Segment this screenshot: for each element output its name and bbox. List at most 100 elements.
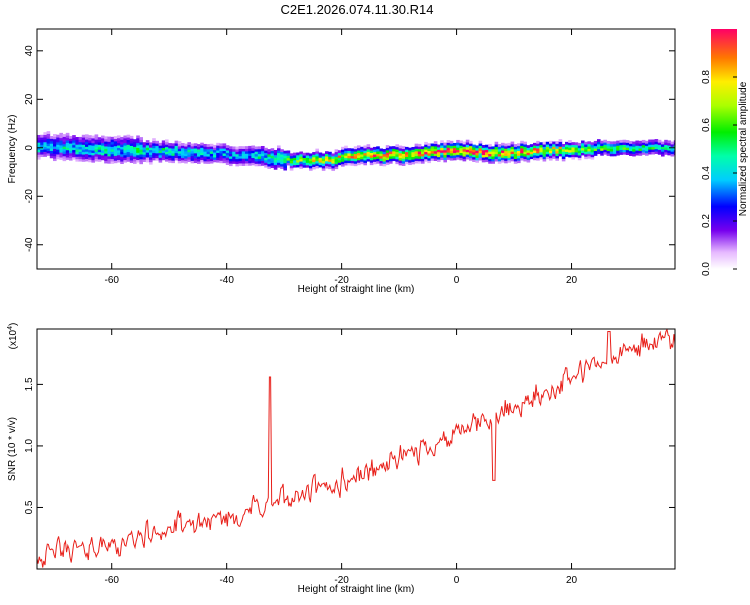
spectrogram-cell	[200, 159, 204, 163]
spectrogram-cell	[229, 146, 233, 150]
spectrogram-cell	[241, 148, 246, 152]
spectrogram-cell	[155, 150, 159, 154]
spectrogram-cell	[337, 152, 342, 156]
spectrogram-cell	[56, 139, 60, 143]
spectrogram-cell	[411, 149, 415, 153]
spectrogram-cell	[190, 143, 195, 147]
spectrogram-cell	[395, 154, 399, 157]
spectrogram-cell	[606, 143, 611, 147]
spectrogram-cell	[126, 154, 131, 157]
spectrogram-cell	[475, 147, 479, 151]
spectrogram-cell	[65, 149, 70, 153]
spectrogram-cell	[485, 149, 489, 153]
spectrogram-cell	[481, 147, 486, 151]
spectrogram-cell	[619, 149, 623, 153]
spectrogram-cell	[104, 158, 108, 161]
spectrogram-cell	[625, 152, 630, 155]
spectrogram-cell	[456, 154, 460, 158]
spectrogram-cell	[174, 140, 179, 144]
spectrogram-cell	[517, 150, 521, 154]
spectrogram-cell	[270, 148, 275, 152]
spectrogram-cell	[561, 144, 566, 147]
spectrogram-cell	[65, 142, 70, 146]
spectrogram-cell	[590, 151, 595, 155]
spectrogram-cell	[373, 151, 377, 155]
spectrogram-cell	[312, 154, 316, 158]
spectrogram-cell	[273, 149, 278, 153]
spectrogram-cell	[219, 148, 223, 152]
spectrogram-cell	[341, 151, 345, 155]
spectrogram-cell	[590, 147, 595, 150]
spectrogram-cell	[481, 149, 486, 153]
spectrogram-cell	[331, 158, 335, 162]
spectrogram-cell	[357, 155, 361, 158]
spectrogram-cell	[181, 145, 185, 149]
spectrogram-cell	[558, 153, 563, 157]
spectrogram-cell	[523, 144, 527, 147]
spectrogram-cell	[184, 143, 188, 147]
spectrogram-cell	[315, 158, 319, 162]
spectrogram-cell	[232, 156, 236, 159]
spectrogram-cell	[94, 141, 99, 145]
spectrogram-cell	[136, 142, 140, 146]
spectrogram-cell	[571, 154, 575, 158]
spectrogram-cell	[174, 155, 179, 159]
spectrogram-cell	[616, 143, 620, 146]
spectrogram-cell	[75, 146, 79, 150]
spectrogram-cell	[75, 149, 79, 152]
spectrogram-cell	[398, 160, 403, 163]
spectrogram-cell	[232, 151, 236, 155]
spectrogram-cell	[49, 143, 54, 147]
spectrogram-cell	[501, 159, 505, 163]
spectrogram-cell	[523, 151, 527, 155]
spectrogram-cell	[104, 153, 108, 157]
spectrogram-cell	[520, 140, 524, 144]
spectrogram-cell	[296, 152, 300, 156]
spectrogram-cell	[568, 154, 572, 158]
spectrogram-cell	[552, 148, 556, 152]
spectrogram-cell	[504, 143, 508, 147]
spectrogram-cell	[600, 145, 604, 149]
spectrogram-cell	[533, 157, 537, 161]
spectrogram-cell	[286, 150, 291, 154]
spectrogram-cell	[587, 146, 591, 149]
spectrogram-cell	[209, 160, 214, 164]
spectrogram-cell	[363, 155, 367, 159]
spectrogram-cell	[616, 152, 620, 156]
spectrogram-cell	[104, 138, 108, 142]
spectrogram-cell	[62, 146, 67, 150]
spectrogram-cell	[424, 154, 428, 157]
spectrogram-cell	[72, 135, 76, 138]
spectrogram-cell	[622, 142, 627, 145]
spectrogram-cell	[360, 156, 364, 160]
spectrogram-cell	[318, 154, 323, 158]
spectrogram-cell	[145, 147, 150, 151]
spectrogram-cell	[117, 142, 121, 146]
spectrogram-cell	[555, 141, 559, 144]
spectrogram-cell	[430, 143, 435, 147]
spectrogram-cell	[494, 149, 499, 152]
spectrogram-cell	[142, 142, 147, 146]
spectrogram-cell	[251, 145, 255, 149]
spectrogram-cell	[315, 160, 319, 164]
spectrogram-cell	[465, 144, 470, 148]
spectrogram-cell	[213, 157, 217, 160]
spectrogram-cell	[430, 155, 435, 159]
spectrogram-cell	[139, 149, 143, 153]
spectrogram-cell	[520, 155, 524, 159]
spectrogram-cell	[174, 143, 179, 146]
spectrogram-cell	[584, 146, 588, 150]
spectrogram-cell	[203, 146, 207, 150]
spectrogram-cell	[88, 149, 92, 153]
spectrogram-cell	[357, 150, 361, 154]
spectrogram-cell	[581, 150, 585, 154]
spectrogram-cell	[165, 146, 169, 150]
spectrogram-cell	[341, 158, 345, 162]
spectrogram-cell	[456, 149, 460, 153]
spectrogram-cell	[97, 137, 102, 141]
spectrogram-cell	[539, 149, 543, 153]
spectrogram-cell	[379, 150, 383, 154]
spectrogram-cell	[101, 152, 105, 156]
spectrogram-cell	[152, 145, 156, 149]
spectrogram-cell	[241, 153, 246, 157]
